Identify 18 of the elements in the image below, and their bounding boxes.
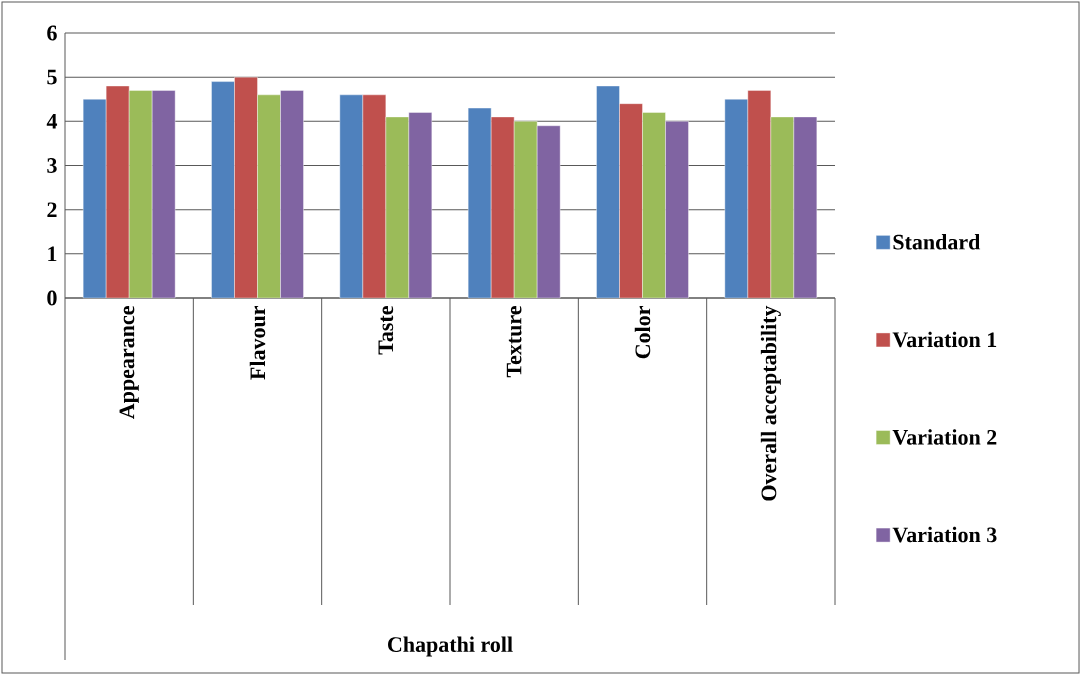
legend-label: Variation 3 — [892, 526, 997, 543]
x-tick-label: Overall acceptability — [760, 305, 781, 501]
y-tick-label: 3 — [47, 158, 57, 173]
legend-label: Variation 2 — [892, 429, 997, 445]
x-tick-label: Taste — [378, 306, 394, 355]
x-tick-label: Texture — [506, 306, 522, 378]
y-tick-label: 1 — [48, 246, 57, 262]
y-tick-label: 6 — [47, 25, 57, 41]
x-tick-label: Appearance — [119, 306, 139, 419]
y-tick-label: 0 — [47, 290, 57, 306]
legend-label: Variation 1 — [892, 331, 997, 348]
y-tick-label: 5 — [47, 69, 57, 85]
x-tick-label: Color — [634, 306, 651, 359]
legend-label: Standard — [893, 234, 981, 250]
y-tick-label: 4 — [46, 114, 58, 129]
y-tick-label: 2 — [47, 202, 57, 217]
x-tick-label: Flavour — [249, 306, 266, 380]
text: Chapathi roll — [388, 636, 513, 657]
